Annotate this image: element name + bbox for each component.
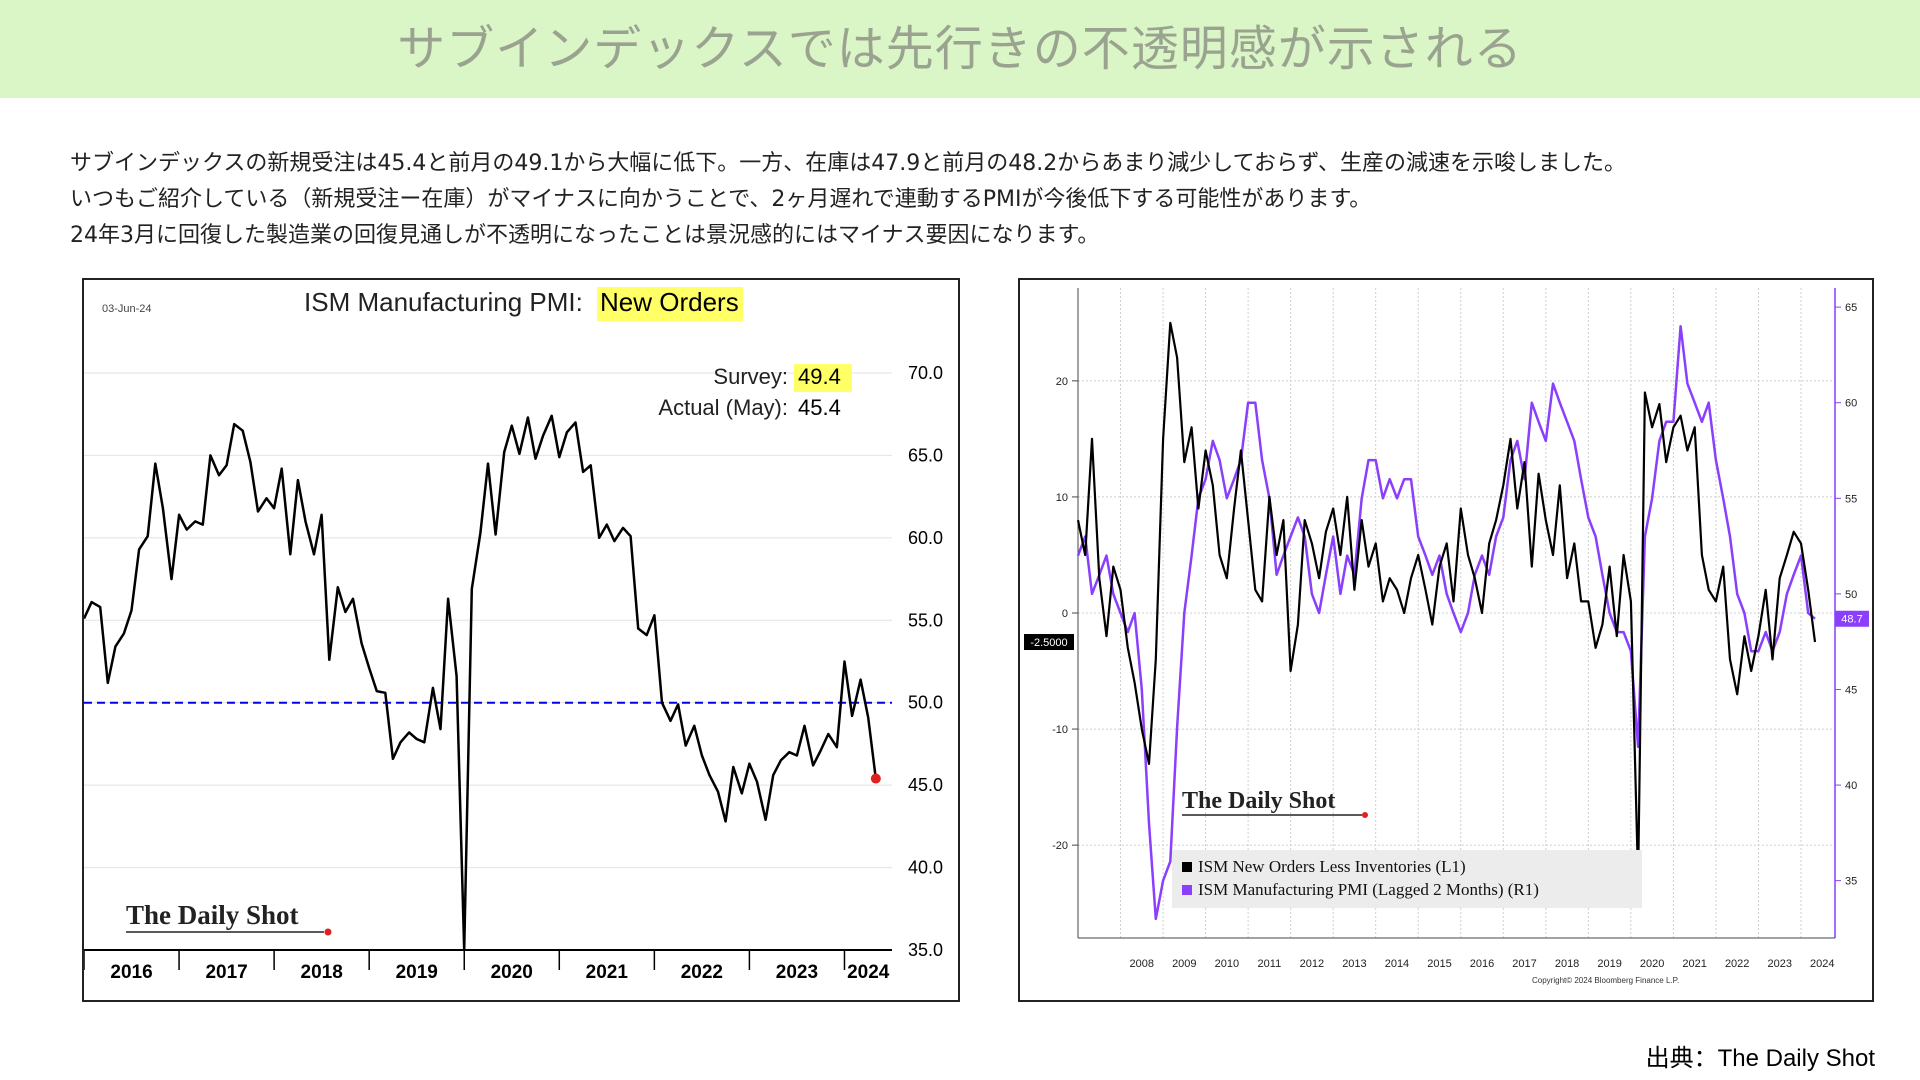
y-tick-label: 50.0 (908, 693, 943, 713)
x-tick-label: 2020 (491, 962, 533, 983)
x-tick-label: 2016 (110, 962, 152, 983)
x-tick-label: 2024 (847, 962, 890, 983)
right-current-value-box (1835, 610, 1869, 627)
right-y-tick-label: 50 (1845, 589, 1857, 601)
survey-value: 49.4 (798, 364, 841, 389)
left-current-value-box (1024, 634, 1074, 651)
y-tick-label: 60.0 (908, 528, 943, 548)
description-line-2: いつもご紹介している（新規受注ー在庫）がマイナスに向かうことで、2ヶ月遅れで連動… (70, 187, 1372, 212)
new-orders-less-inventories-chart-svg: 2008 2009 2010 2011 2012 2013 2014 2015 2016 2017… (1024, 288, 1869, 985)
x-tick-label: 2021 (1682, 958, 1706, 970)
x-tick-label: 2019 (1597, 958, 1621, 970)
x-tick-label: 2017 (205, 962, 247, 983)
x-tick-label: 2011 (1258, 958, 1282, 970)
left-y-tick-label: -10 (1052, 724, 1068, 736)
x-tick-label: 2017 (1512, 958, 1536, 970)
title-highlight-box (597, 287, 743, 321)
x-tick-label: 2013 (1342, 958, 1366, 970)
left-current-value: -2.5000 (1030, 637, 1067, 649)
source-credit: 出典：The Daily Shot (1645, 1045, 1875, 1072)
legend-label-r1: ISM Manufacturing PMI (Lagged 2 Months) … (1198, 880, 1539, 899)
brand-dot (1362, 812, 1368, 818)
right-y-tick-label: 60 (1845, 398, 1857, 410)
legend-swatch-r1 (1182, 885, 1192, 895)
right-y-tick-label: 40 (1845, 780, 1857, 792)
x-tick-label: 2016 (1470, 958, 1494, 970)
chart-title-prefix: ISM Manufacturing PMI: (304, 287, 583, 317)
description-line-3: 24年3月に回復した製造業の回復見通しが不透明になったことは景況感的にはマイナス… (70, 223, 1100, 248)
x-tick-label: 2012 (1300, 958, 1324, 970)
x-tick-label: 2023 (776, 962, 818, 983)
right-y-tick-label: 35 (1845, 876, 1857, 888)
title-banner (0, 0, 1920, 98)
brand-dot (324, 928, 332, 936)
new-orders-chart: 70.0 65.0 60.0 55.0 50.0 45.0 40.0 35.0 2016 2017… (82, 278, 960, 1002)
x-tick-label: 2023 (1767, 958, 1791, 970)
x-tick-label: 2019 (396, 962, 438, 983)
x-tick-label: 2022 (681, 962, 723, 983)
description: サブインデックスの新規受注は45.4と前月の49.1から大幅に低下。一方、在庫は… (70, 146, 1870, 254)
new-orders-chart-svg: 70.0 65.0 60.0 55.0 50.0 45.0 40.0 35.0 2016 2017… (84, 287, 943, 983)
x-tick-label: 2009 (1172, 958, 1196, 970)
right-current-value: 48.7 (1841, 614, 1862, 626)
right-y-tick-label: 65 (1845, 302, 1857, 314)
pmi-lagged-line (1076, 324, 1816, 921)
left-y-tick-label: -20 (1052, 840, 1068, 852)
y-tick-label: 70.0 (908, 363, 943, 383)
right-y-tick-label: 55 (1845, 493, 1857, 505)
copyright-note: Copyright© 2024 Bloomberg Finance L.P. (1532, 976, 1679, 985)
x-tick-label: 2010 (1215, 958, 1239, 970)
page-title: サブインデックスでは先行きの不透明感が示される (397, 21, 1523, 77)
chart-title-highlight: New Orders (600, 287, 739, 317)
latest-value-marker (870, 773, 881, 784)
new-orders-less-inventories-chart: 2008 2009 2010 2011 2012 2013 2014 2015 2016 2017… (1018, 278, 1874, 1002)
survey-highlight-box (794, 364, 852, 392)
x-tick-label: 2024 (1810, 958, 1834, 970)
x-tick-label: 2022 (1725, 958, 1749, 970)
new-orders-line (84, 414, 878, 952)
x-tick-label: 2014 (1385, 958, 1409, 970)
actual-label: Actual (May): (658, 395, 788, 420)
survey-label: Survey: (713, 364, 788, 389)
x-tick-label: 2008 (1130, 958, 1154, 970)
y-tick-label: 65.0 (908, 445, 943, 465)
brand-logo: The Daily Shot (1182, 788, 1335, 814)
x-tick-label: 2018 (1555, 958, 1579, 970)
y-tick-label: 45.0 (908, 775, 943, 795)
x-tick-label: 2015 (1427, 958, 1451, 970)
x-tick-label: 2021 (586, 962, 629, 983)
x-tick-label: 2018 (301, 962, 343, 983)
x-tick-label: 2020 (1640, 958, 1664, 970)
y-tick-label: 55.0 (908, 610, 943, 630)
new-orders-less-inventories-line (1076, 321, 1817, 882)
left-y-tick-label: 0 (1062, 608, 1068, 620)
actual-value: 45.4 (798, 395, 841, 420)
left-y-tick-label: 20 (1056, 376, 1068, 388)
legend-label-l1: ISM New Orders Less Inventories (L1) (1198, 857, 1466, 876)
y-tick-label: 35.0 (908, 940, 943, 960)
legend-swatch-l1 (1182, 862, 1192, 872)
right-y-tick-label: 45 (1845, 684, 1857, 696)
brand-logo: The Daily Shot (126, 900, 299, 930)
y-tick-label: 40.0 (908, 858, 943, 878)
date-label: 03-Jun-24 (102, 303, 152, 315)
description-line-1: サブインデックスの新規受注は45.4と前月の49.1から大幅に低下。一方、在庫は… (70, 151, 1626, 176)
legend-box (1172, 850, 1642, 908)
left-y-tick-label: 10 (1056, 492, 1068, 504)
